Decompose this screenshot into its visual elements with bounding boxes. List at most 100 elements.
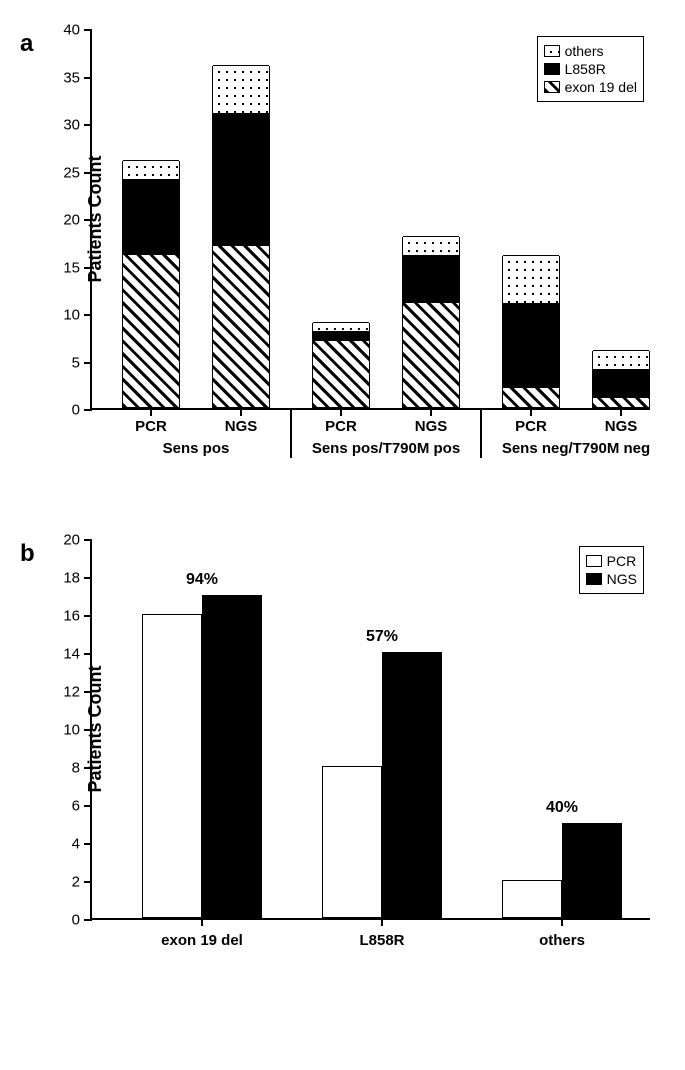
- bar-segment: [593, 398, 649, 408]
- y-tick: [84, 219, 92, 221]
- group-separator: [480, 408, 482, 458]
- legend-item: exon 19 del: [544, 79, 637, 95]
- legend-label: PCR: [607, 553, 637, 569]
- y-tick-label: 14: [63, 646, 80, 663]
- panel-b-label: b: [20, 540, 35, 568]
- y-tick-label: 40: [63, 22, 80, 39]
- y-tick-label: 10: [63, 307, 80, 324]
- y-tick-label: 16: [63, 608, 80, 625]
- bar-segment: [593, 350, 649, 369]
- y-tick: [84, 805, 92, 807]
- y-tick-label: 35: [63, 69, 80, 86]
- x-tick: [561, 918, 563, 926]
- y-tick-label: 20: [63, 532, 80, 549]
- bar-ngs: [562, 823, 622, 918]
- x-tick: [530, 408, 532, 416]
- bar-segment: [313, 331, 369, 341]
- panel-a-label: a: [20, 30, 33, 58]
- x-group-label: L858R: [359, 932, 404, 949]
- legend-label: L858R: [565, 61, 606, 77]
- x-tick: [620, 408, 622, 416]
- y-tick-label: 25: [63, 164, 80, 181]
- x-sub-label: NGS: [225, 418, 258, 435]
- y-tick: [84, 29, 92, 31]
- stacked-bar: [402, 237, 460, 408]
- x-group-label: exon 19 del: [161, 932, 243, 949]
- legend-swatch: [544, 45, 560, 57]
- legend-label: exon 19 del: [565, 79, 637, 95]
- y-tick: [84, 124, 92, 126]
- bar-segment: [403, 236, 459, 255]
- y-tick: [84, 653, 92, 655]
- stacked-bar: [122, 161, 180, 408]
- x-tick: [381, 918, 383, 926]
- bar-segment: [123, 160, 179, 179]
- bar-segment: [503, 255, 559, 303]
- legend-item: others: [544, 43, 637, 59]
- bar-pcr: [142, 614, 202, 918]
- bar-segment: [403, 255, 459, 303]
- chart-a-legend: others L858R exon 19 del: [537, 36, 644, 102]
- y-tick: [84, 362, 92, 364]
- legend-swatch: [586, 573, 602, 585]
- y-tick: [84, 539, 92, 541]
- bar-annotation: 57%: [366, 628, 398, 646]
- y-tick-label: 5: [72, 354, 80, 371]
- x-group-label: Sens pos/T790M pos: [312, 440, 460, 457]
- stacked-bar: [212, 66, 270, 408]
- bar-annotation: 94%: [186, 571, 218, 589]
- y-tick: [84, 919, 92, 921]
- x-tick: [150, 408, 152, 416]
- bar-segment: [593, 369, 649, 398]
- bar-segment: [503, 303, 559, 389]
- bar-segment: [313, 322, 369, 332]
- chart-b-legend: PCR NGS: [579, 546, 644, 594]
- bar-pcr: [502, 880, 562, 918]
- y-tick: [84, 172, 92, 174]
- legend-swatch: [586, 555, 602, 567]
- y-tick: [84, 314, 92, 316]
- stacked-bar: [502, 256, 560, 408]
- bar-pcr: [322, 766, 382, 918]
- x-sub-label: NGS: [605, 418, 638, 435]
- bar-ngs: [202, 595, 262, 918]
- x-group-label: Sens neg/T790M neg: [502, 440, 650, 457]
- y-tick-label: 10: [63, 722, 80, 739]
- y-tick-label: 30: [63, 117, 80, 134]
- legend-item: PCR: [586, 553, 637, 569]
- y-tick: [84, 615, 92, 617]
- chart-b-area: Patients Count PCRNGS 024681012141618209…: [90, 540, 650, 920]
- x-sub-label: PCR: [135, 418, 167, 435]
- legend-label: NGS: [607, 571, 637, 587]
- y-tick-label: 12: [63, 684, 80, 701]
- y-tick-label: 20: [63, 212, 80, 229]
- x-tick: [201, 918, 203, 926]
- bar-annotation: 40%: [546, 799, 578, 817]
- y-tick-label: 6: [72, 798, 80, 815]
- bar-segment: [123, 255, 179, 407]
- y-tick: [84, 691, 92, 693]
- x-tick: [240, 408, 242, 416]
- x-group-label: others: [539, 932, 585, 949]
- x-sub-label: PCR: [515, 418, 547, 435]
- bar-segment: [213, 246, 269, 408]
- legend-label: others: [565, 43, 604, 59]
- bar-segment: [213, 113, 269, 246]
- y-tick-label: 4: [72, 836, 80, 853]
- x-tick: [340, 408, 342, 416]
- bar-segment: [213, 65, 269, 113]
- y-tick-label: 18: [63, 570, 80, 587]
- y-tick: [84, 77, 92, 79]
- y-tick: [84, 729, 92, 731]
- x-sub-label: NGS: [415, 418, 448, 435]
- y-tick: [84, 409, 92, 411]
- y-tick-label: 8: [72, 760, 80, 777]
- y-tick: [84, 881, 92, 883]
- y-tick-label: 0: [72, 912, 80, 929]
- bar-segment: [403, 303, 459, 408]
- bar-segment: [123, 179, 179, 255]
- chart-a-area: Patients Count othersL858Rexon 19 del 05…: [90, 30, 650, 410]
- y-tick-label: 15: [63, 259, 80, 276]
- y-tick: [84, 767, 92, 769]
- legend-item: L858R: [544, 61, 637, 77]
